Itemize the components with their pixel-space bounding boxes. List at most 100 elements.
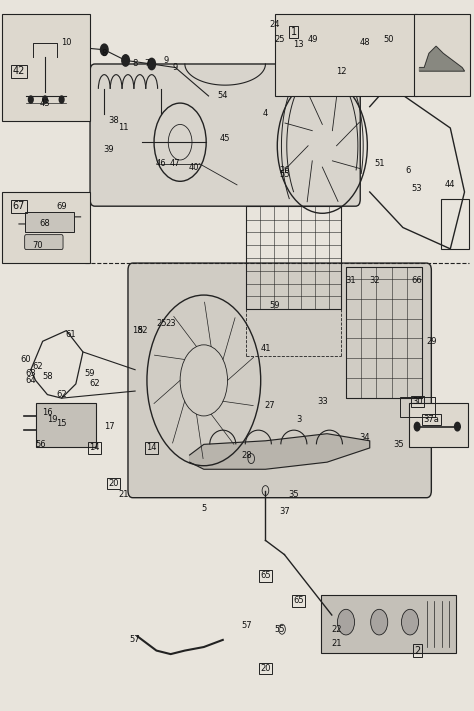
Text: 45: 45 [220,134,230,143]
Circle shape [414,422,420,431]
Text: 62: 62 [90,380,100,388]
Text: 68: 68 [40,220,50,228]
Text: 11: 11 [118,124,128,132]
FancyBboxPatch shape [2,14,90,121]
Text: 20: 20 [260,664,271,673]
Text: 6: 6 [405,166,410,175]
Text: 44: 44 [445,181,456,189]
Text: 57: 57 [130,636,140,644]
Text: 37a: 37a [423,415,439,424]
Circle shape [28,96,33,103]
Text: 23: 23 [165,319,176,328]
Circle shape [455,422,460,431]
Text: 57: 57 [241,621,252,630]
Text: 58: 58 [42,373,53,381]
Circle shape [122,55,129,66]
Text: 55: 55 [274,625,285,634]
Text: 69: 69 [56,202,67,210]
Text: 15: 15 [56,419,67,427]
FancyBboxPatch shape [275,14,417,96]
Text: 63: 63 [26,369,36,378]
Text: 25: 25 [274,35,285,43]
Text: 9: 9 [173,63,178,72]
Text: 14: 14 [90,444,100,452]
Bar [246,206,341,309]
Bar [346,267,422,398]
Text: 8: 8 [101,49,107,58]
Text: 28: 28 [241,451,252,459]
Text: 54: 54 [218,92,228,100]
Text: 1: 1 [291,27,297,37]
Text: 50: 50 [383,35,394,43]
FancyBboxPatch shape [25,212,74,232]
Text: 35: 35 [393,440,403,449]
FancyBboxPatch shape [414,14,470,96]
Text: 10: 10 [61,38,72,47]
Text: 64: 64 [26,376,36,385]
Text: 48: 48 [360,38,370,47]
Text: 70: 70 [33,241,43,250]
Text: 41: 41 [260,344,271,353]
Text: 9: 9 [163,56,169,65]
Text: 32: 32 [369,277,380,285]
Text: 5: 5 [201,504,207,513]
Text: 31: 31 [346,277,356,285]
FancyBboxPatch shape [36,403,96,447]
Text: 30: 30 [412,397,422,406]
Circle shape [401,609,419,635]
Circle shape [337,609,355,635]
Text: 39: 39 [104,145,114,154]
Circle shape [100,44,108,55]
Text: 38: 38 [109,117,119,125]
Text: 17: 17 [104,422,114,431]
FancyBboxPatch shape [128,263,431,498]
FancyBboxPatch shape [25,235,63,250]
Polygon shape [419,46,465,71]
Text: 22: 22 [331,625,342,634]
Polygon shape [190,434,370,469]
FancyBboxPatch shape [2,192,90,263]
Text: 56: 56 [35,440,46,449]
Text: 42: 42 [13,66,25,76]
Text: 43: 43 [40,99,50,107]
Text: 18: 18 [132,326,143,335]
Text: 27: 27 [265,401,275,410]
Text: 53: 53 [412,184,422,193]
Text: 29: 29 [426,337,437,346]
Text: 37: 37 [279,508,290,516]
Text: 35: 35 [289,490,299,498]
Text: 4: 4 [263,109,268,118]
Text: 2: 2 [414,646,420,656]
Circle shape [59,96,64,103]
Text: 40: 40 [189,163,200,171]
Text: 12: 12 [336,67,346,75]
Text: 26: 26 [279,166,290,175]
Text: 13: 13 [293,40,304,48]
Text: 16: 16 [42,408,53,417]
Circle shape [148,58,155,70]
Text: 25: 25 [156,319,166,328]
Text: 62: 62 [33,362,43,370]
Text: 59: 59 [270,301,280,310]
Text: 62: 62 [56,390,67,399]
FancyBboxPatch shape [90,64,360,206]
Text: 66: 66 [412,277,422,285]
FancyBboxPatch shape [321,595,456,653]
Text: 24: 24 [270,21,280,29]
Text: 14: 14 [146,444,157,452]
Text: 3: 3 [296,415,301,424]
Text: 34: 34 [360,433,370,442]
Text: 46: 46 [156,159,166,168]
Text: 8: 8 [132,60,138,68]
Text: 59: 59 [85,369,95,378]
Text: 61: 61 [66,330,76,338]
Text: 33: 33 [317,397,328,406]
Text: 67: 67 [13,201,25,211]
Circle shape [371,609,388,635]
Text: 47: 47 [170,159,181,168]
Text: 60: 60 [21,355,31,363]
Text: 55: 55 [279,170,290,178]
Text: 52: 52 [137,326,147,335]
Text: 19: 19 [47,415,57,424]
Text: 21: 21 [118,490,128,498]
